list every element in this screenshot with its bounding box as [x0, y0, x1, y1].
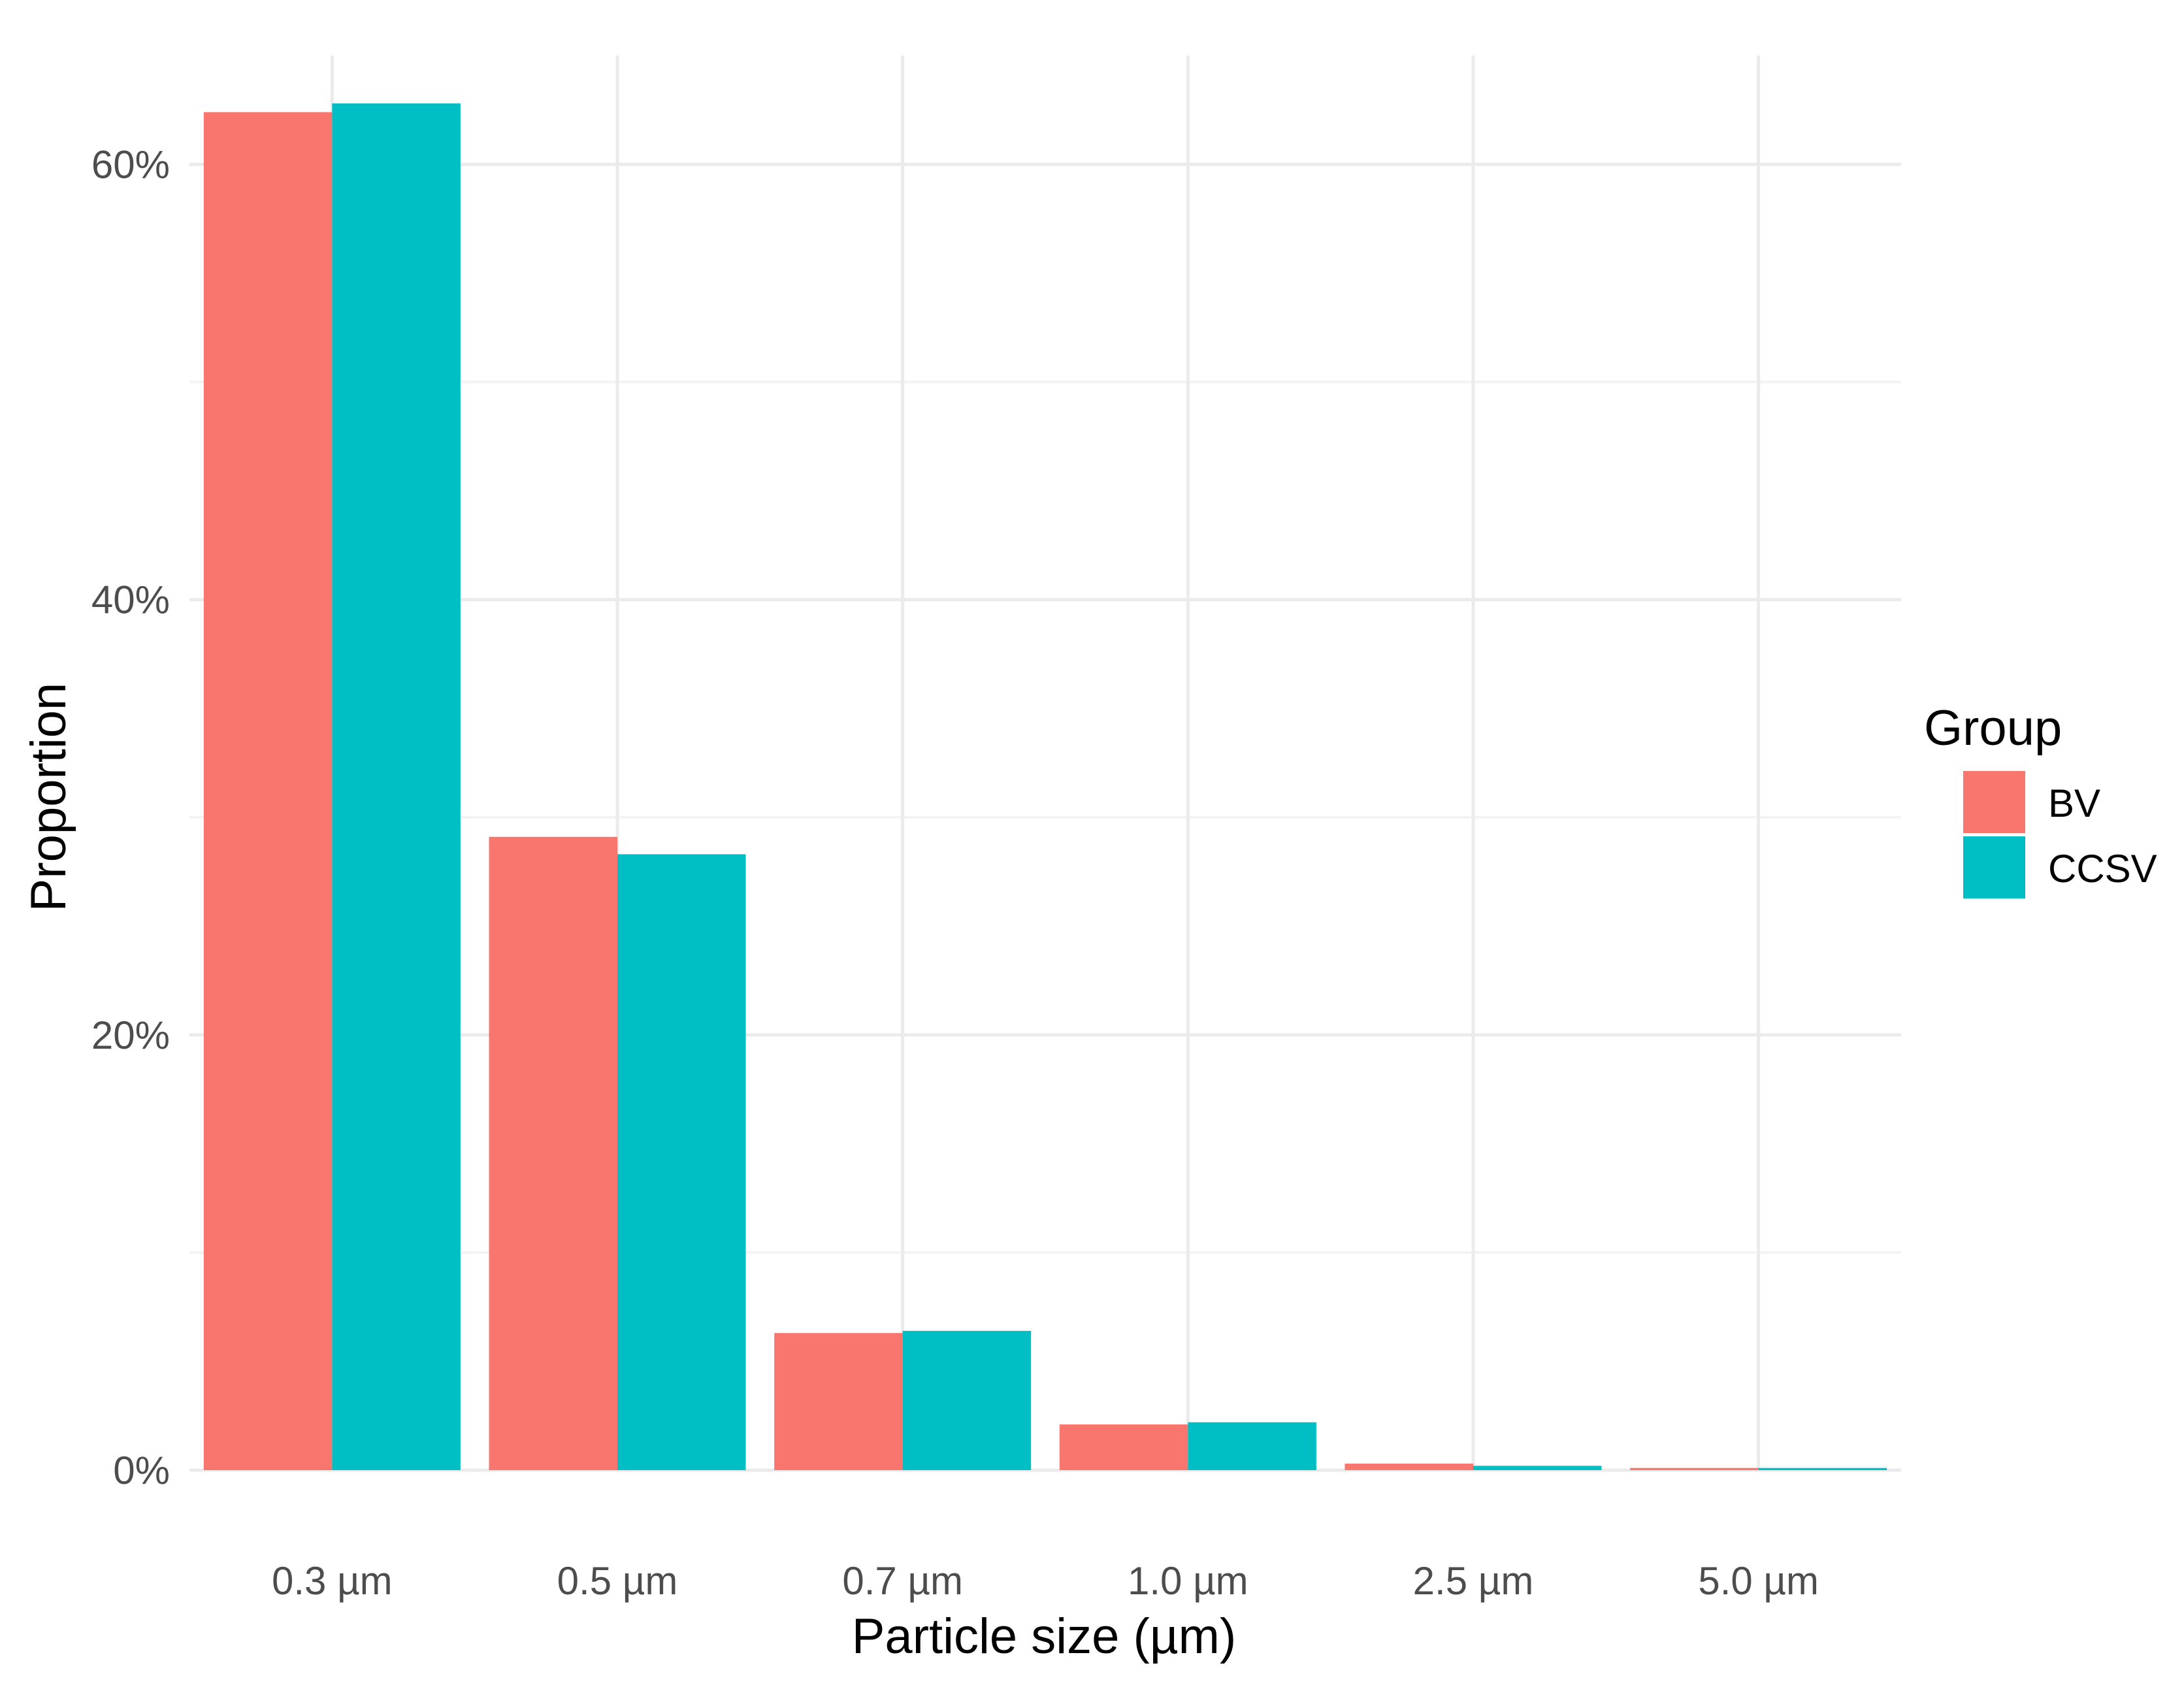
legend-items: BV CCSV — [1963, 771, 2157, 898]
bar-ccsv — [1188, 1422, 1316, 1470]
bar-bv — [203, 112, 333, 1470]
legend-label-bv: BV — [2048, 781, 2100, 825]
x-tick-label: 0.7 µm — [842, 1559, 963, 1603]
y-tick-label: 20% — [91, 1013, 170, 1057]
legend-swatch-bv — [1963, 771, 2025, 833]
bar-bv — [1345, 1464, 1473, 1470]
bars — [203, 103, 1887, 1471]
legend-label-ccsv: CCSV — [2048, 847, 2157, 891]
bar-ccsv — [1473, 1466, 1602, 1470]
minor-gridlines — [189, 380, 1901, 1254]
y-axis-title: Proportion — [21, 683, 76, 912]
bar-bv — [1059, 1424, 1188, 1470]
legend-title: Group — [1924, 700, 2062, 756]
x-tick-label: 1.0 µm — [1128, 1559, 1248, 1603]
y-tick-label: 40% — [91, 578, 170, 622]
bar-bv — [1630, 1468, 1759, 1470]
y-axis-tick-labels: 0% 20% 40% 60% — [91, 143, 170, 1492]
x-axis-tick-labels: 0.3 µm 0.5 µm 0.7 µm 1.0 µm 2.5 µm 5.0 µm — [272, 1559, 1819, 1603]
x-tick-label: 5.0 µm — [1698, 1559, 1819, 1603]
bar-ccsv — [1758, 1468, 1887, 1470]
legend: Group BV CCSV — [1924, 700, 2157, 898]
bar-ccsv — [617, 854, 746, 1470]
y-tick-label: 0% — [113, 1449, 170, 1492]
bar-bv — [489, 836, 617, 1470]
bar-ccsv — [332, 103, 461, 1471]
x-axis-title: Particle size (µm) — [852, 1609, 1237, 1664]
legend-swatch-ccsv — [1963, 836, 2025, 898]
bar-ccsv — [902, 1330, 1032, 1470]
x-tick-label: 0.5 µm — [557, 1559, 678, 1603]
y-tick-label: 60% — [91, 143, 170, 187]
x-tick-label: 2.5 µm — [1413, 1559, 1534, 1603]
major-gridlines — [189, 56, 1901, 1472]
bar-bv — [774, 1333, 903, 1470]
x-tick-label: 0.3 µm — [272, 1559, 393, 1603]
